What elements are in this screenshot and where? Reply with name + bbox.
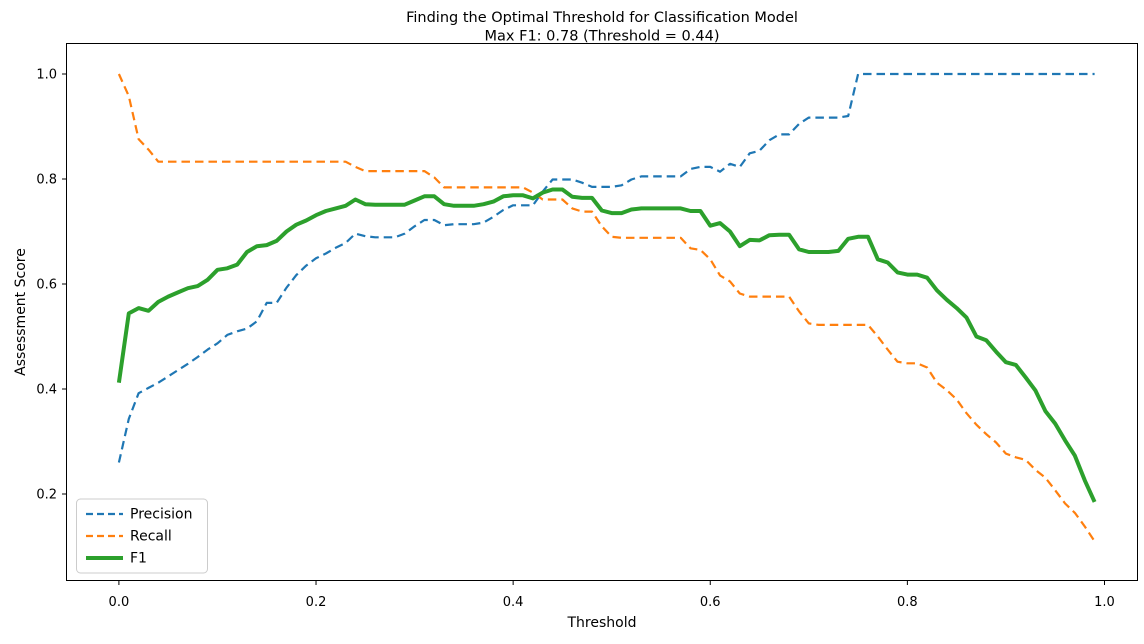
x-tick-label: 0.2 xyxy=(306,595,327,610)
x-tick-label: 0.6 xyxy=(700,595,721,610)
plot-area xyxy=(66,43,1138,581)
series-line-recall xyxy=(117,73,1096,542)
axes-border xyxy=(66,43,1138,581)
x-axis-ticks: 0.0 0.2 0.4 0.6 0.8 1.0 xyxy=(109,580,1115,610)
legend-label-recall: Recall xyxy=(130,529,172,545)
x-tick-label: 1.0 xyxy=(1094,595,1115,610)
x-axis-label: Threshold xyxy=(567,615,637,631)
y-tick-label: 0.4 xyxy=(36,383,57,398)
series-line-precision xyxy=(117,72,1095,463)
series-lines xyxy=(116,72,1097,542)
legend-box xyxy=(76,498,208,574)
legend-label-precision: Precision xyxy=(130,507,192,523)
y-tick-label: 0.2 xyxy=(36,488,57,503)
legend: Precision Recall F1 xyxy=(76,498,208,574)
x-tick-label: 0.0 xyxy=(109,595,130,610)
chart-subtitle: Max F1: 0.78 (Threshold = 0.44) xyxy=(485,29,720,45)
y-tick-label: 1.0 xyxy=(36,68,57,83)
x-tick-label: 0.4 xyxy=(503,595,524,610)
series-line-f1 xyxy=(116,187,1097,503)
legend-items: Precision Recall F1 xyxy=(86,507,192,567)
legend-label-f1: F1 xyxy=(130,551,147,567)
y-axis-label: Assessment Score xyxy=(13,248,29,376)
y-tick-label: 0.8 xyxy=(36,173,57,188)
y-axis-ticks: 0.2 0.4 0.6 0.8 1.0 xyxy=(36,68,67,503)
y-tick-label: 0.6 xyxy=(36,278,57,293)
chart-title: Finding the Optimal Threshold for Classi… xyxy=(406,10,798,26)
x-tick-label: 0.8 xyxy=(897,595,918,610)
